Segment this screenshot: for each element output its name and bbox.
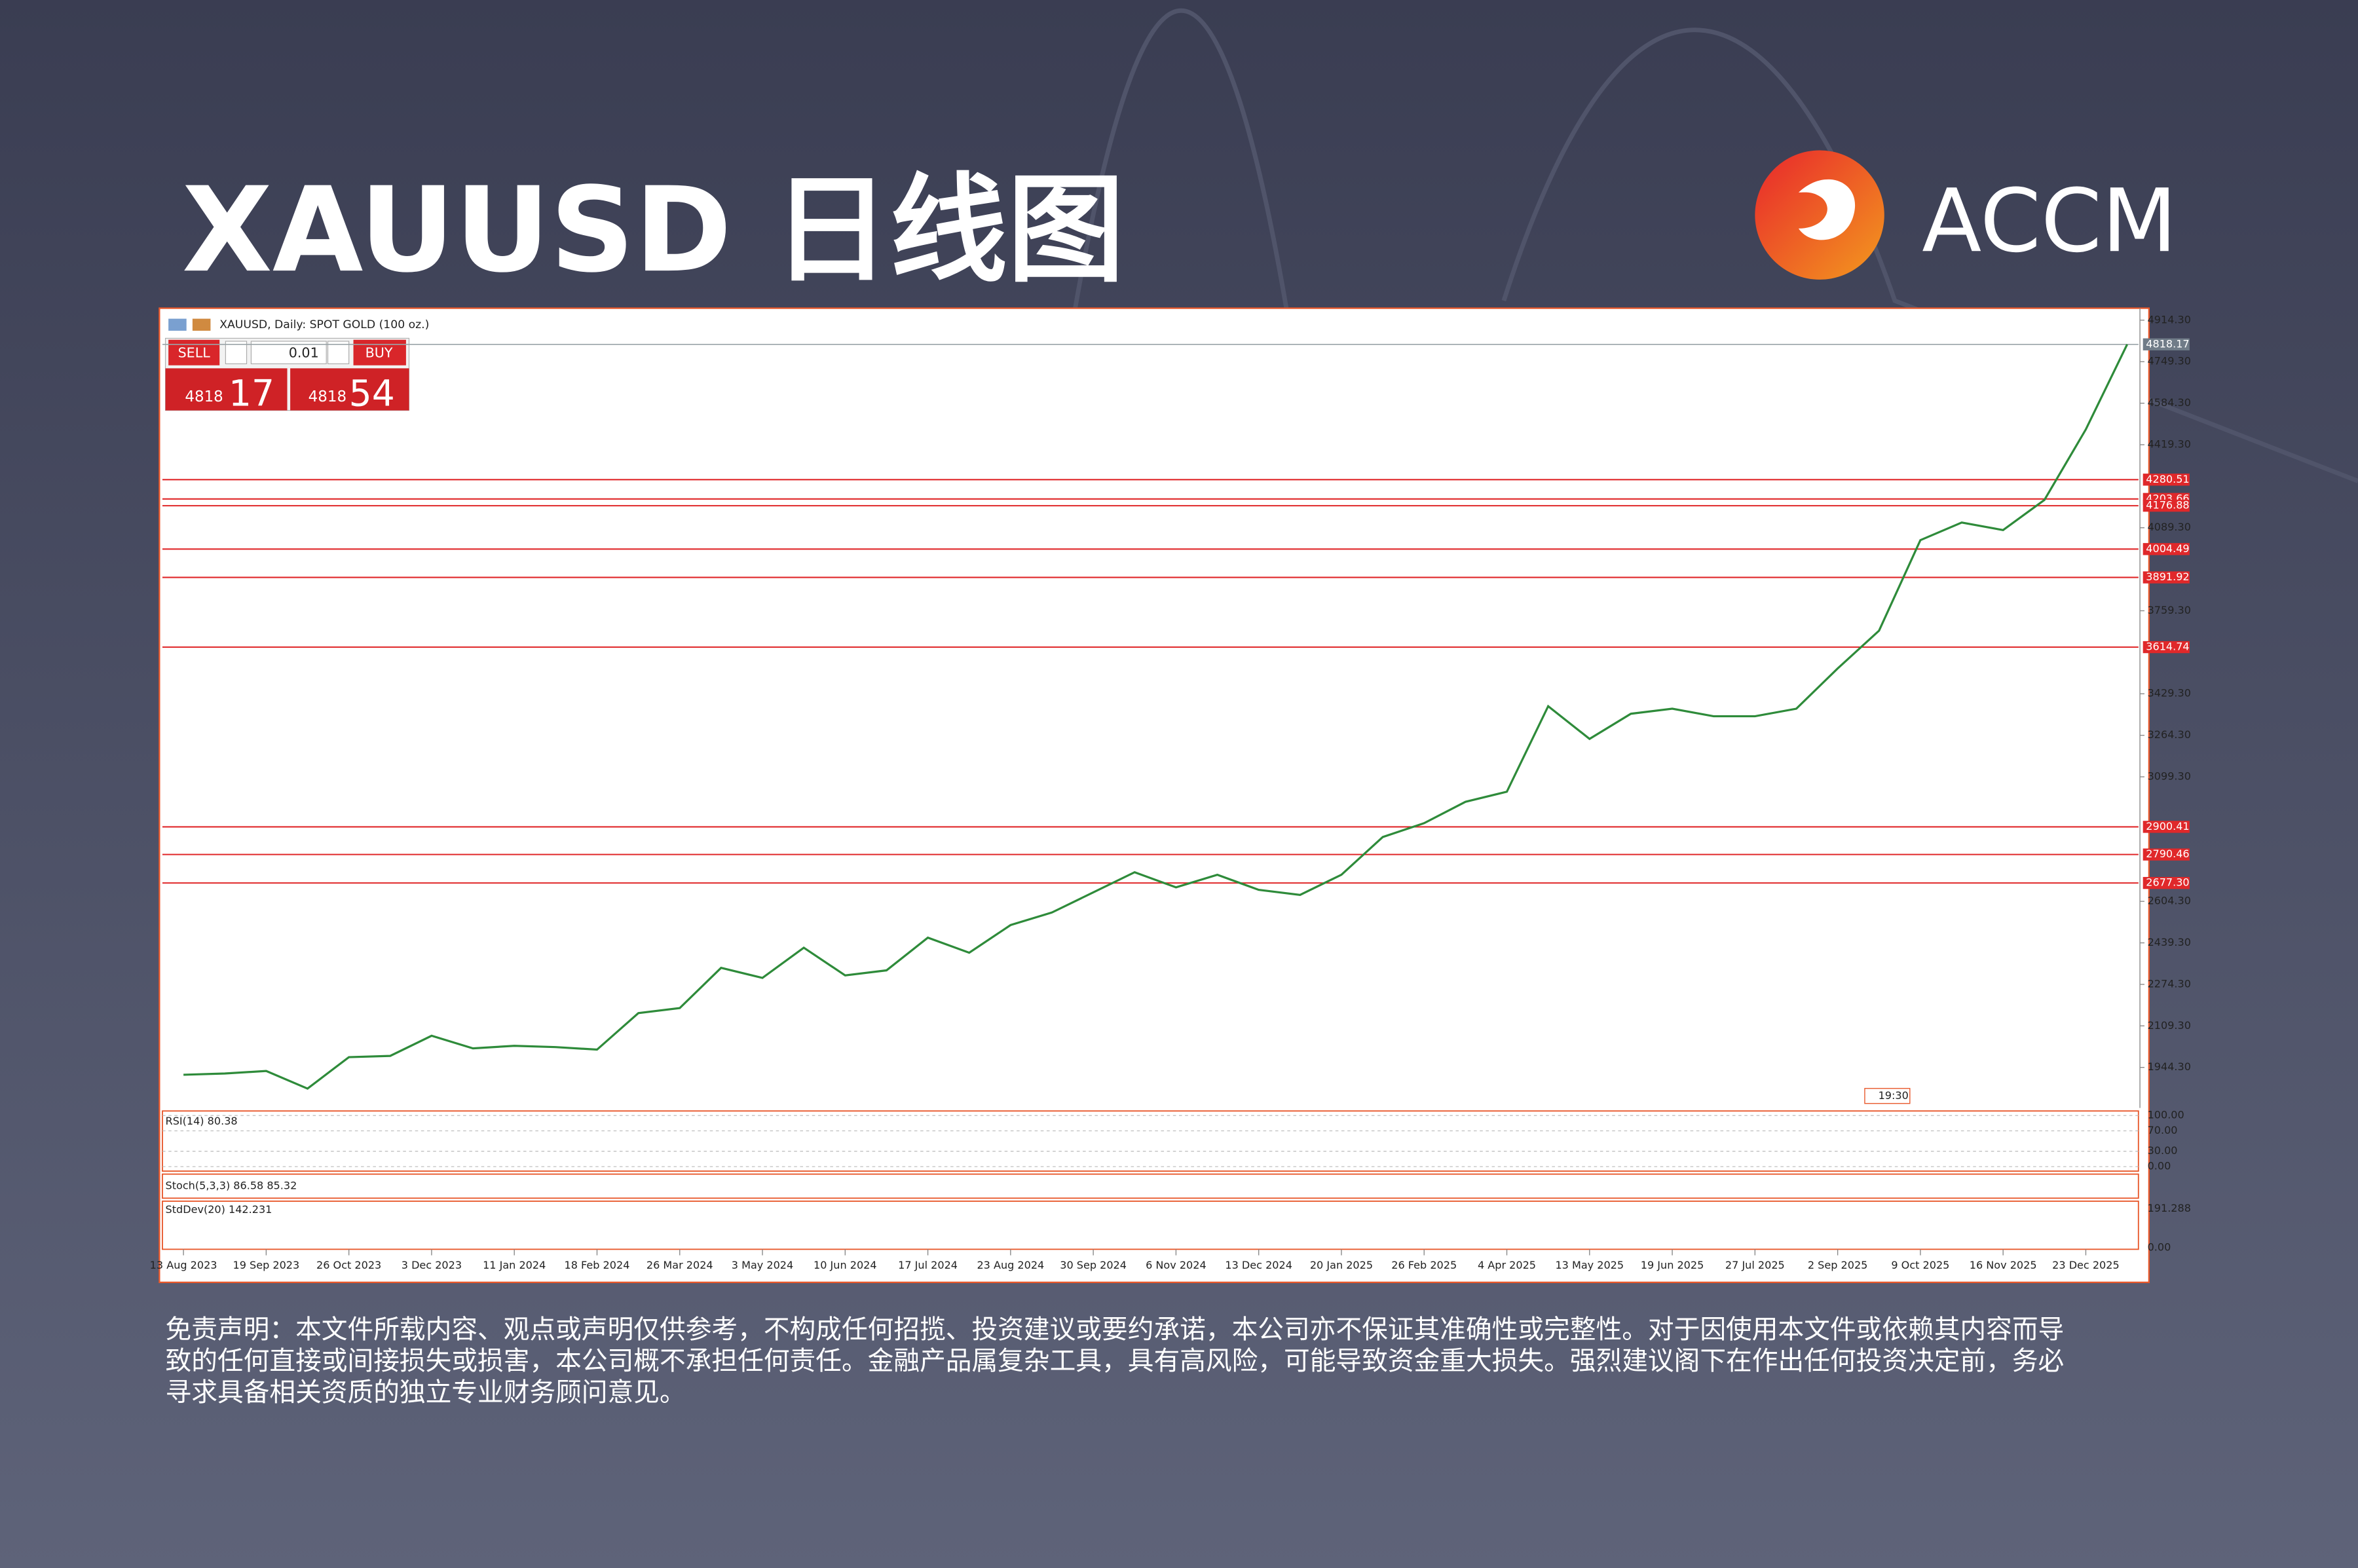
x-tick-label: 6 Nov 2024 <box>1146 1259 1207 1271</box>
chart-icon <box>192 318 211 331</box>
sell-price-small: 4818 <box>185 388 223 405</box>
buy-price-big: 54 <box>349 373 395 415</box>
lot-down[interactable] <box>225 341 248 365</box>
sell-price-box[interactable] <box>165 368 288 411</box>
level-tag <box>2143 821 2190 833</box>
x-tick-label: 11 Jan 2024 <box>483 1259 546 1271</box>
logo-swirl <box>1798 179 1856 240</box>
stddev-panel <box>162 1201 2139 1250</box>
y-tick-label: 1944.30 <box>2148 1060 2191 1073</box>
price-line <box>183 344 2129 1090</box>
lot-field[interactable] <box>250 341 327 365</box>
rsi-tick-label: 0.00 <box>2148 1160 2171 1172</box>
x-tick-label: 2 Sep 2025 <box>1808 1259 1868 1271</box>
lot-up[interactable] <box>327 341 350 365</box>
level-tag <box>2143 848 2190 861</box>
current-price-tag <box>2143 338 2190 350</box>
disclaimer-line: 致的任何直接或间接损失或损害，本公司概不承担任何责任。金融产品属复杂工具，具有高… <box>166 1346 2065 1376</box>
level-label: 2790.46 <box>2146 848 2189 860</box>
rsi-label: RSI(14) 80.38 <box>166 1115 238 1127</box>
x-tick-label: 3 May 2024 <box>732 1259 793 1271</box>
level-label: 4004.49 <box>2146 542 2189 555</box>
y-tick-label: 4089.30 <box>2148 521 2191 533</box>
x-tick-label: 23 Dec 2025 <box>2052 1259 2120 1271</box>
rsi-tick-label: 30.00 <box>2148 1144 2178 1157</box>
page-title: XAUUSD 日线图 <box>182 162 1125 299</box>
disclaimer: 免责声明：本文件所载内容、观点或声明仅供参考，不构成任何招揽、投资建议或要约承诺… <box>166 1315 2065 1408</box>
brand: ACCM <box>1922 170 2177 272</box>
level-tag <box>2143 876 2190 889</box>
x-tick-label: 23 Aug 2024 <box>977 1259 1044 1271</box>
x-tick-label: 19 Sep 2023 <box>233 1259 300 1271</box>
level-label: 2677.30 <box>2146 876 2189 889</box>
x-tick-label: 17 Jul 2024 <box>898 1259 958 1271</box>
y-tick-label: 4419.30 <box>2148 438 2191 450</box>
stoch-label: Stoch(5,3,3) 86.58 85.32 <box>166 1179 297 1191</box>
x-tick-label: 3 Dec 2023 <box>402 1259 462 1271</box>
chart-frame <box>159 307 2150 1284</box>
level-label: 4280.51 <box>2146 473 2189 485</box>
level-tag <box>2143 571 2190 584</box>
x-tick-label: 13 Aug 2023 <box>150 1259 217 1271</box>
sell-label[interactable]: SELL <box>178 345 211 360</box>
y-tick-label: 3099.30 <box>2148 770 2191 783</box>
disclaimer-line: 免责声明：本文件所载内容、观点或声明仅供参考，不构成任何招揽、投资建议或要约承诺… <box>166 1315 2065 1345</box>
stddev-top-label: 191.288 <box>2148 1202 2191 1214</box>
chart-icon <box>168 318 187 331</box>
buy-price-box[interactable] <box>290 368 409 411</box>
x-tick-label: 26 Oct 2023 <box>316 1259 381 1271</box>
x-tick-label: 18 Feb 2024 <box>565 1259 630 1271</box>
y-tick-label: 2109.30 <box>2148 1019 2191 1032</box>
x-tick-label: 16 Nov 2025 <box>1970 1259 2037 1271</box>
buy-price-small: 4818 <box>309 388 346 405</box>
rsi-tick-label: 100.00 <box>2148 1109 2184 1121</box>
logo: ACCM <box>1755 150 2177 280</box>
level-tag <box>2143 474 2190 486</box>
x-tick-label: 4 Apr 2025 <box>1478 1259 1536 1271</box>
x-tick-label: 9 Oct 2025 <box>1891 1259 1949 1271</box>
rsi-tick-label: 70.00 <box>2148 1124 2178 1136</box>
lot-value: 0.01 <box>289 345 319 360</box>
x-tick-label: 26 Mar 2024 <box>646 1259 713 1271</box>
level-tag <box>2143 499 2190 512</box>
sell-price-big: 17 <box>229 373 274 415</box>
buy-label[interactable]: BUY <box>365 345 393 360</box>
y-tick-label: 3759.30 <box>2148 604 2191 616</box>
y-tick-label: 4914.30 <box>2148 313 2191 326</box>
level-label: 4176.88 <box>2146 499 2189 512</box>
rsi-panel <box>162 1110 2139 1172</box>
y-tick-label: 2274.30 <box>2148 977 2191 990</box>
y-tick-label: 2439.30 <box>2148 936 2191 948</box>
x-tick-label: 27 Jul 2025 <box>1725 1259 1785 1271</box>
level-tag <box>2143 641 2190 654</box>
stoch-panel <box>162 1173 2139 1199</box>
y-tick-label: 2604.30 <box>2148 895 2191 907</box>
y-tick-label: 3429.30 <box>2148 687 2191 700</box>
x-tick-label: 13 May 2025 <box>1555 1259 1624 1271</box>
y-tick-label: 4749.30 <box>2148 355 2191 367</box>
level-label: 2900.41 <box>2146 820 2189 832</box>
level-tag <box>2143 543 2190 555</box>
x-tick-label: 20 Jan 2025 <box>1310 1259 1373 1271</box>
trade-panel: SELL 0.01 BUY 4818 17 4818 54 <box>164 337 410 415</box>
current-price-label: 4818.17 <box>2146 337 2189 350</box>
disclaimer-line: 寻求具备相关资质的独立专业财务顾问意见。 <box>166 1377 686 1408</box>
x-tick-label: 26 Feb 2025 <box>1391 1259 1457 1271</box>
x-tick-label: 10 Jun 2024 <box>814 1259 877 1271</box>
level-label: 3614.74 <box>2146 641 2189 653</box>
chart-title: XAUUSD, Daily: SPOT GOLD (100 oz.) <box>219 318 429 331</box>
time-label: 19:30 <box>1879 1089 1909 1102</box>
stddev-bottom-label: 0.00 <box>2148 1241 2171 1254</box>
stddev-label: StdDev(20) 142.231 <box>166 1203 272 1216</box>
y-tick-label: 4584.30 <box>2148 396 2191 409</box>
x-tick-label: 19 Jun 2025 <box>1641 1259 1704 1271</box>
level-label: 3891.92 <box>2146 570 2189 583</box>
x-tick-label: 13 Dec 2024 <box>1225 1259 1292 1271</box>
logo-mark <box>1755 150 1884 280</box>
x-tick-label: 30 Sep 2024 <box>1060 1259 1127 1271</box>
y-tick-label: 3264.30 <box>2148 728 2191 741</box>
time-tag <box>1864 1088 1911 1104</box>
